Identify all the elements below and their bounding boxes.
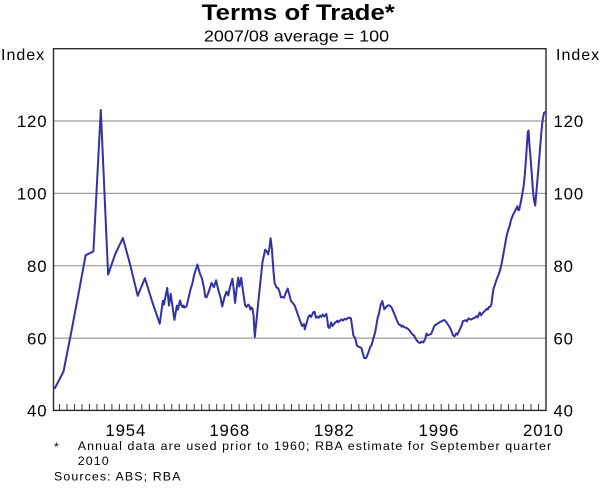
svg-text:2007/08 average = 100: 2007/08 average = 100 xyxy=(204,27,389,45)
svg-text:120: 120 xyxy=(17,112,48,131)
svg-text:1996: 1996 xyxy=(419,421,460,440)
svg-text:Annual data are used prior to: Annual data are used prior to 1960; RBA … xyxy=(78,439,552,453)
svg-text:Index: Index xyxy=(556,47,600,64)
svg-text:1954: 1954 xyxy=(105,421,146,440)
svg-text:1982: 1982 xyxy=(314,421,355,440)
svg-text:60: 60 xyxy=(27,329,47,348)
svg-text:Index: Index xyxy=(1,47,45,64)
svg-text:120: 120 xyxy=(554,112,585,131)
svg-text:60: 60 xyxy=(554,329,574,348)
svg-text:100: 100 xyxy=(17,185,48,204)
svg-text:*: * xyxy=(54,440,60,454)
svg-text:80: 80 xyxy=(27,257,47,276)
svg-text:Sources: ABS; RBA: Sources: ABS; RBA xyxy=(54,470,182,484)
svg-text:1968: 1968 xyxy=(209,421,250,440)
svg-text:40: 40 xyxy=(27,402,47,421)
svg-text:2010: 2010 xyxy=(523,421,564,440)
svg-text:40: 40 xyxy=(554,402,574,421)
svg-text:Terms of Trade*: Terms of Trade* xyxy=(202,1,396,26)
svg-text:2010: 2010 xyxy=(78,454,110,468)
svg-text:80: 80 xyxy=(554,257,574,276)
svg-text:100: 100 xyxy=(554,185,585,204)
